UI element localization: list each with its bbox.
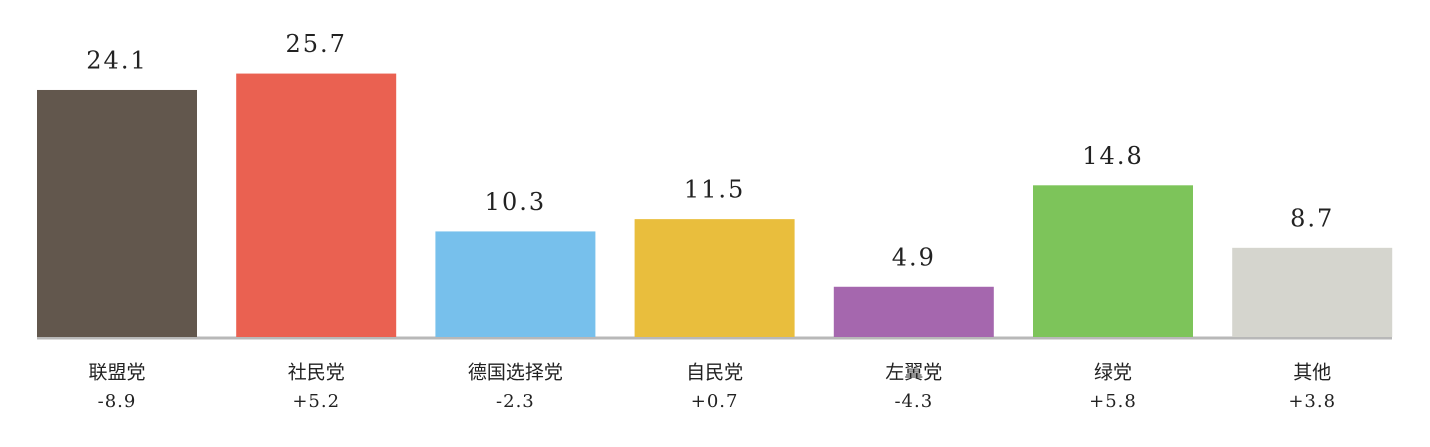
change-label: +0.7 <box>691 391 739 412</box>
category-label: 绿党 <box>1094 362 1132 384</box>
bar <box>236 73 397 337</box>
bar <box>1232 247 1393 337</box>
value-label: 10.3 <box>485 188 546 216</box>
category-label: 联盟党 <box>88 362 145 384</box>
change-label: -2.3 <box>496 391 535 412</box>
change-label: +3.8 <box>1288 391 1336 412</box>
bar <box>37 89 197 337</box>
bar <box>634 219 795 337</box>
category-label: 社民党 <box>288 362 345 384</box>
bar <box>435 231 596 337</box>
value-label: 4.9 <box>892 243 936 271</box>
category-label: 左翼党 <box>885 362 942 384</box>
value-label: 14.8 <box>1082 142 1143 170</box>
change-label: +5.2 <box>292 391 340 412</box>
category-label: 自民党 <box>686 362 743 384</box>
bar <box>1033 185 1193 337</box>
change-label: -8.9 <box>98 391 137 412</box>
change-label: +5.8 <box>1089 391 1137 412</box>
category-label: 其他 <box>1293 362 1331 384</box>
value-label: 8.7 <box>1290 204 1334 232</box>
value-label: 25.7 <box>285 30 346 58</box>
value-label: 24.1 <box>86 46 147 74</box>
category-label: 德国选择党 <box>468 362 563 384</box>
bar <box>833 286 994 337</box>
value-label: 11.5 <box>684 176 745 204</box>
change-label: -4.3 <box>894 391 933 412</box>
